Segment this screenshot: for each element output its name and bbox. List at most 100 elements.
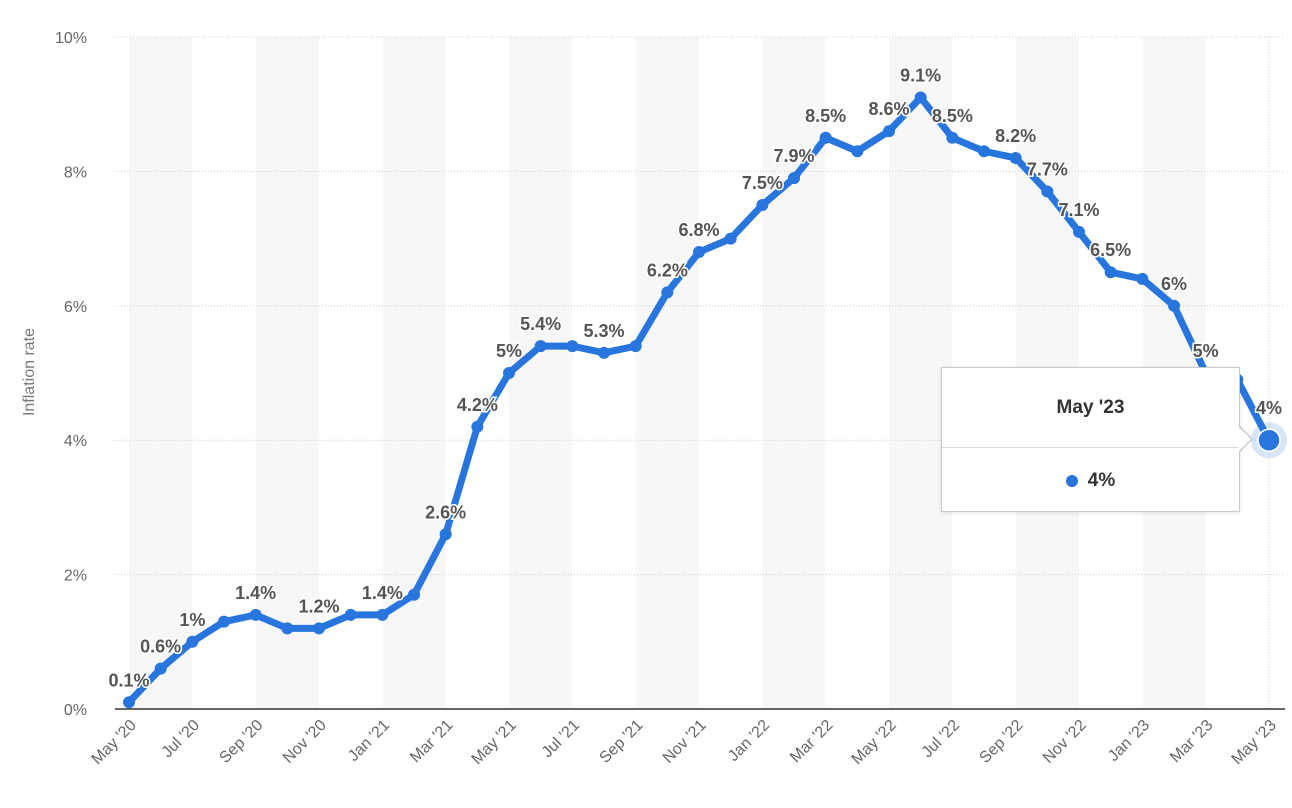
data-label: 6.2% [647,260,688,280]
tooltip-series-marker [1065,474,1078,487]
data-label: 8.2% [995,126,1036,146]
x-tick-label: May '22 [849,717,900,768]
x-tick-label: May '20 [89,717,140,768]
data-label: 5.3% [583,321,624,341]
y-tick-label: 6% [64,299,87,316]
data-label: 6.8% [678,220,719,240]
data-point [313,622,325,635]
data-point [1136,272,1149,285]
data-point [819,131,832,144]
y-axis-label: Inflation rate [21,328,38,416]
data-label: 1% [179,610,205,630]
data-point [471,420,484,433]
x-tick-label: Jan '22 [725,717,773,765]
data-point [376,608,389,621]
data-label: 8.6% [868,99,909,119]
y-axis-ticks: 0% 2% 4% 6% 8% 10% [55,30,87,719]
data-label: 7.1% [1058,200,1099,220]
data-label: 0.6% [140,637,181,657]
data-label: 7.9% [773,146,814,166]
x-tick-label: Nov '22 [1040,717,1090,767]
tooltip: May '23 4% [941,367,1240,512]
x-tick-label: Mar '22 [787,717,836,766]
data-point [1104,266,1117,279]
data-point [724,232,737,245]
data-label: 5% [1193,341,1219,361]
data-point [598,346,610,359]
data-label: 6.5% [1090,240,1131,260]
data-point [1073,225,1085,238]
data-label: 1.4% [235,583,276,603]
x-tick-label: Nov '20 [280,717,330,767]
data-point [281,622,294,635]
tooltip-row: 4% [942,448,1239,513]
data-label: 7.7% [1027,160,1068,180]
data-point [883,125,895,138]
x-tick-label: Jul '22 [919,717,963,761]
y-tick-label: 2% [64,568,87,585]
y-tick-label: 0% [64,702,87,719]
data-label: 1.2% [298,596,339,616]
data-point [408,588,420,601]
background-band [129,37,193,709]
data-point [978,145,990,158]
data-label: 6% [1161,274,1187,294]
data-point [218,615,230,628]
data-point [661,286,674,299]
background-band [762,37,826,709]
x-tick-label: Sep '21 [596,717,646,767]
data-labels: 0.1% 0.6% 1% 1.4% 1.2% 1.4% 2.6% 4.2% 5% 5.4% 5.3%… [107,64,1284,692]
y-tick-label: 8% [64,164,87,181]
data-point [154,662,167,675]
data-point [693,246,705,259]
x-tick-label: Mar '21 [407,717,456,766]
data-label: 4.2% [457,395,498,415]
y-tick-label: 10% [55,30,87,47]
data-point [186,635,199,648]
data-point [566,340,579,353]
x-axis-ticks: May '20 Jul '20 Sep '20 Nov '20 Jan '21 Mar '… [89,717,1280,768]
data-point [439,528,452,541]
x-tick-label: Nov '21 [660,717,710,767]
data-label: 5% [496,341,522,361]
data-point [123,696,135,709]
x-tick-label: May '21 [469,717,520,768]
data-label: 8.5% [932,106,973,126]
data-point [946,131,959,144]
data-point [1168,299,1180,312]
data-point [851,145,864,158]
x-tick-label: Jan '23 [1105,717,1153,765]
data-label: 4% [1256,398,1282,418]
x-tick-label: May '23 [1229,717,1280,768]
data-point [1009,151,1022,164]
background-band [509,37,573,709]
data-point [1041,185,1054,198]
data-point [503,367,515,379]
data-label: 2.6% [425,502,466,522]
data-label: 1.4% [362,583,403,603]
x-tick-label: Jan '21 [345,717,393,765]
x-tick-label: Jul '20 [159,717,203,761]
data-point [756,199,769,211]
data-point [629,340,642,353]
y-tick-label: 4% [64,433,87,450]
data-point [249,608,262,621]
tooltip-value: 4% [1087,469,1116,491]
data-label: 8.5% [805,106,846,126]
data-point [344,608,357,621]
x-tick-label: Sep '22 [976,717,1026,767]
background-band [635,37,699,709]
data-points [123,91,1287,709]
data-point [534,340,547,353]
x-tick-label: Mar '23 [1167,717,1216,766]
data-point [788,172,800,185]
background-band [255,37,319,709]
data-label: 5.4% [520,314,561,334]
data-point-active [1257,428,1281,452]
x-tick-label: Sep '20 [216,717,266,767]
data-label: 9.1% [900,65,941,85]
data-point [914,91,927,104]
data-label: 7.5% [742,173,783,193]
tooltip-title: May '23 [942,368,1239,448]
x-tick-label: Jul '21 [539,717,583,761]
